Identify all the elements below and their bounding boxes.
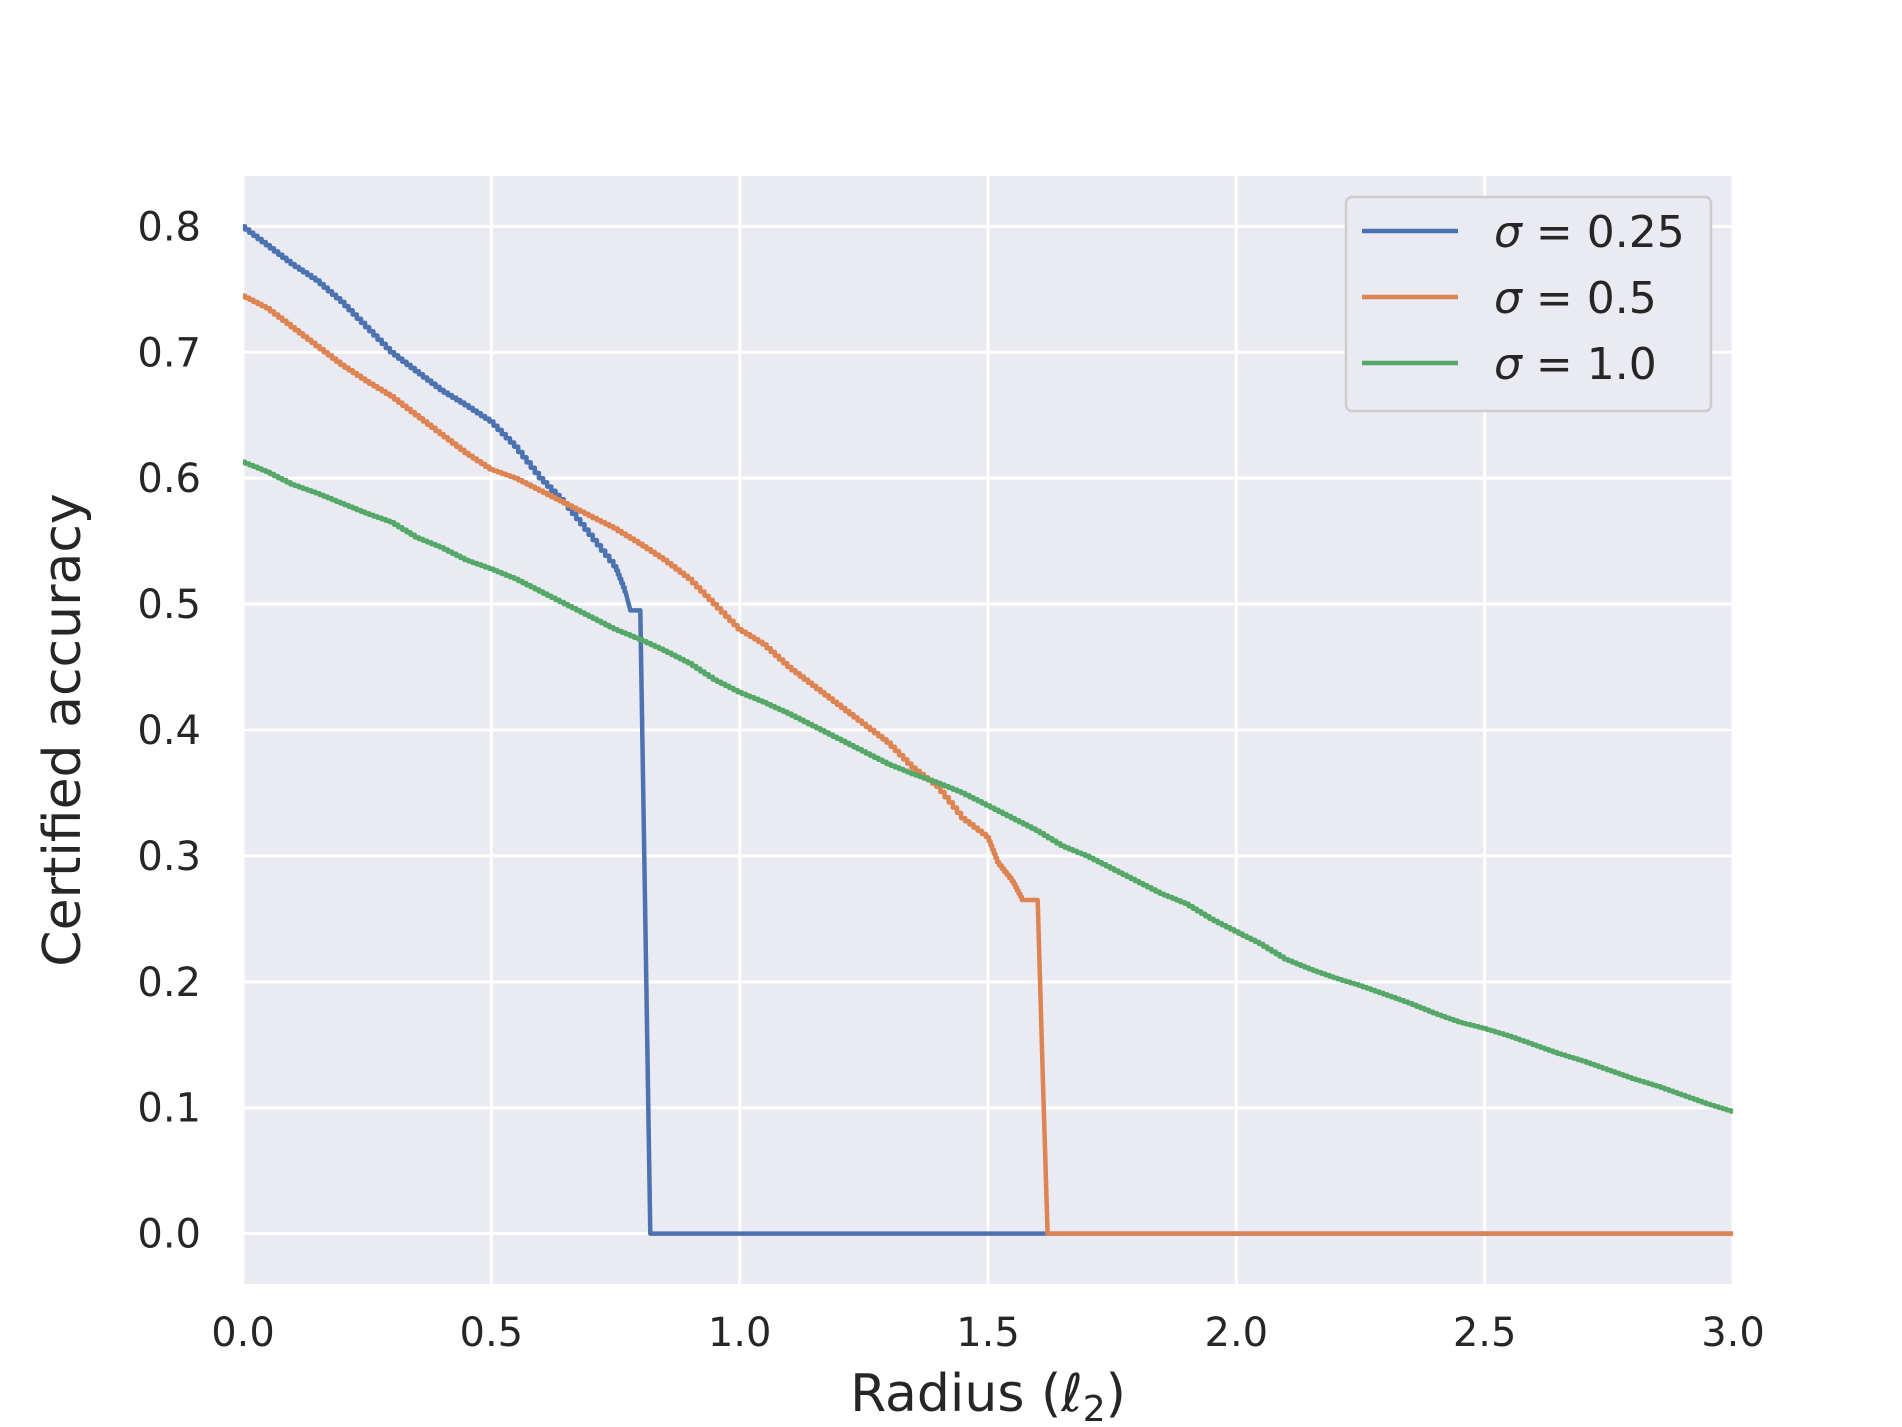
y-tick-label: 0.8: [137, 204, 201, 250]
x-axis-label: Radius (ℓ2): [850, 1364, 1126, 1427]
x-axis-label-subscript: 2: [1083, 1389, 1106, 1427]
grid-lines: [241, 176, 1735, 1284]
legend-label: σ = 0.5: [1494, 273, 1657, 324]
y-tick-label: 0.3: [137, 834, 201, 880]
y-tick-label: 0.1: [137, 1086, 201, 1132]
y-tick-label: 0.4: [137, 708, 201, 754]
y-tick-label: 0.5: [137, 582, 201, 628]
legend-value: 1.0: [1587, 339, 1657, 390]
y-tick-label: 0.7: [137, 330, 201, 376]
legend-items: σ = 0.25σ = 0.5σ = 1.0: [1362, 207, 1685, 390]
legend-equals: =: [1522, 207, 1587, 258]
legend-value: 0.25: [1587, 207, 1685, 258]
legend-symbol: σ: [1494, 207, 1523, 258]
legend: σ = 0.25σ = 0.5σ = 1.0: [1344, 195, 1713, 413]
y-tick-label: 0.2: [137, 960, 201, 1006]
legend-symbol: σ: [1494, 273, 1523, 324]
x-tick-label: 0.5: [460, 1310, 524, 1356]
y-tick-label: 0.0: [137, 1212, 201, 1258]
x-tick-label: 2.5: [1453, 1310, 1517, 1356]
x-tick-label: 0.0: [211, 1310, 275, 1356]
legend-equals: =: [1522, 273, 1587, 324]
x-tick-label: 1.5: [956, 1310, 1020, 1356]
x-axis-label-close: ): [1106, 1364, 1126, 1424]
x-tick-label: 2.0: [1205, 1310, 1269, 1356]
x-axis-label-main: Radius (: [850, 1364, 1061, 1424]
x-tick-labels: 0.0 0.5 1.0 1.5 2.0 2.5 3.0: [211, 1310, 1765, 1356]
legend-equals: =: [1522, 339, 1587, 390]
x-axis-label-ell: ℓ: [1060, 1364, 1082, 1424]
legend-label: σ = 0.25: [1494, 207, 1685, 258]
series-layer: [242, 224, 1734, 1236]
legend-box: [1344, 195, 1713, 413]
y-tick-labels: 0.0 0.1 0.2 0.3 0.4 0.5 0.6 0.7 0.8: [137, 204, 201, 1257]
legend-symbol: σ: [1494, 339, 1523, 390]
y-axis-label: Certified accuracy: [33, 493, 93, 966]
series-line-2: [242, 459, 1734, 1114]
x-tick-label: 3.0: [1701, 1310, 1765, 1356]
y-tick-label: 0.6: [137, 456, 201, 502]
legend-value: 0.5: [1587, 273, 1657, 324]
x-tick-label: 1.0: [708, 1310, 772, 1356]
legend-label: σ = 1.0: [1494, 339, 1657, 390]
series-line-0: [242, 224, 1733, 1236]
